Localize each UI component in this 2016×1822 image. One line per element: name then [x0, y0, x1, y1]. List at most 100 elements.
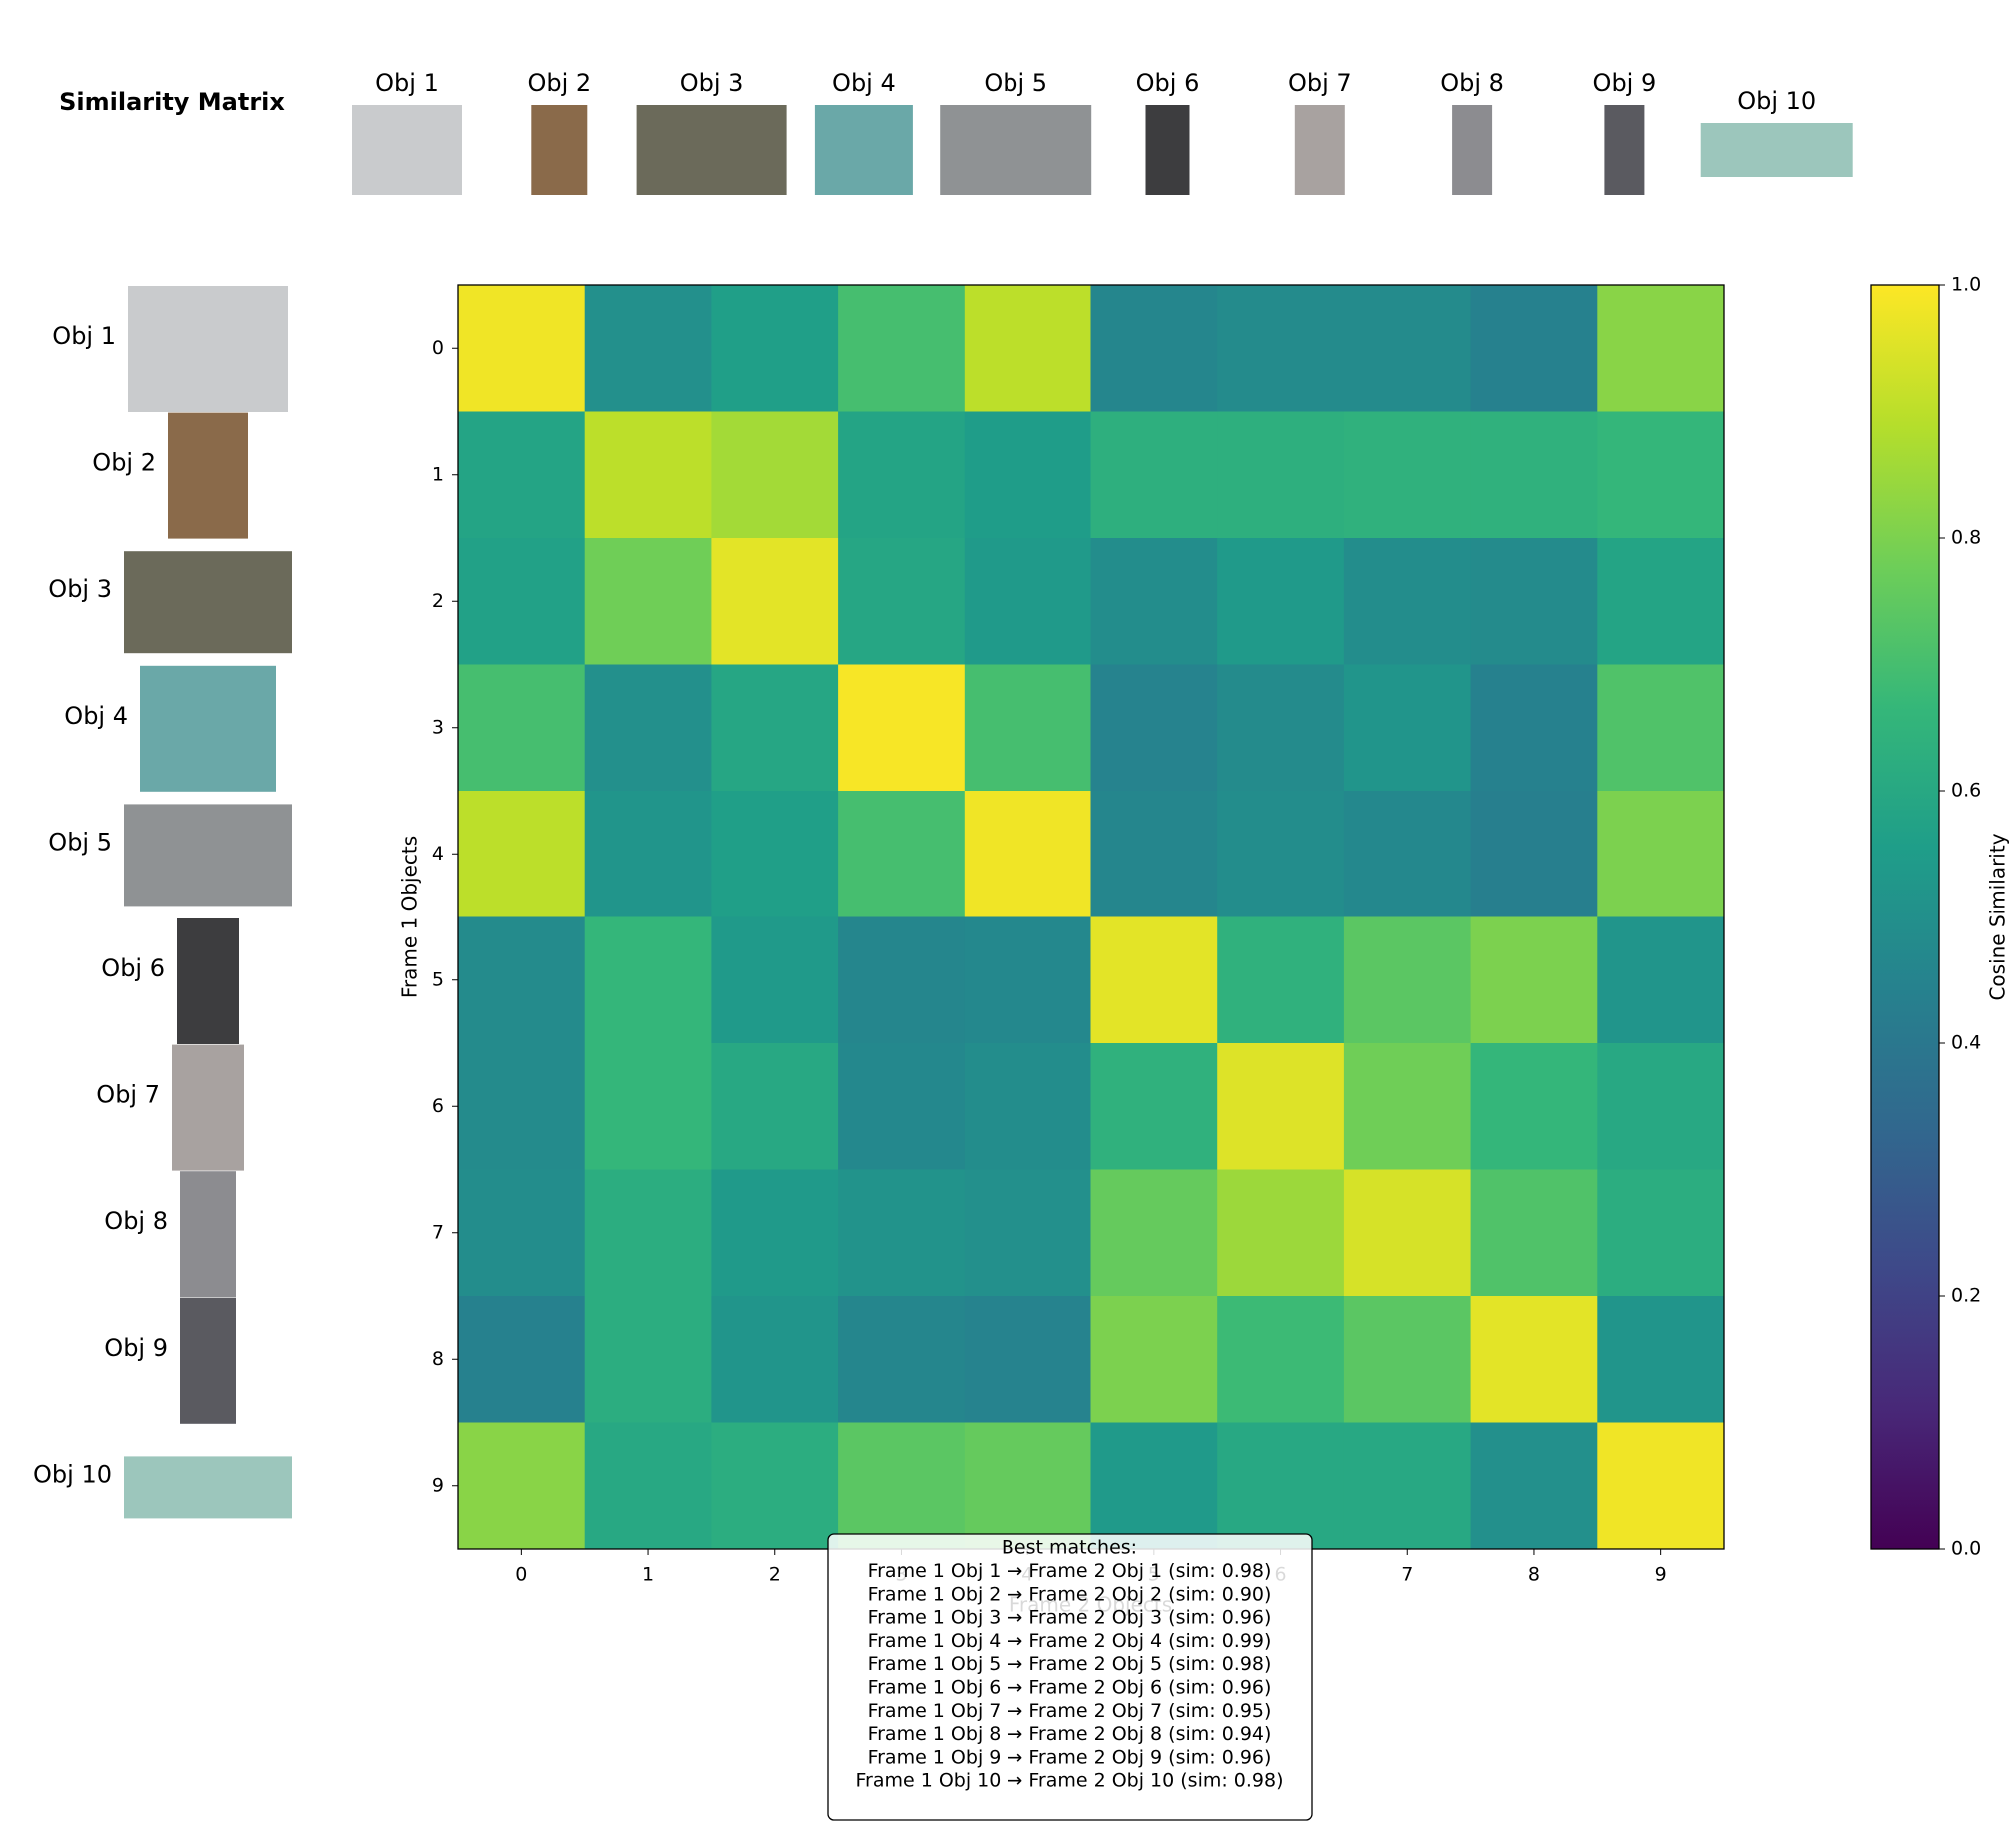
top-thumb-label: Obj 7 [1288, 69, 1352, 97]
y-tick-label: 3 [432, 716, 444, 738]
top-thumb-label: Obj 3 [680, 69, 744, 97]
colorbar-tick-label: 0.6 [1951, 780, 1981, 802]
colorbar-tick-label: 0.8 [1951, 527, 1981, 549]
colorbar-tick-label: 0.4 [1951, 1032, 1981, 1054]
top-thumbnail [1294, 105, 1345, 195]
heatmap-cell [1470, 1422, 1598, 1550]
top-thumbnail [1452, 105, 1493, 195]
heatmap-cell [1217, 916, 1345, 1044]
left-thumbnail [168, 412, 248, 539]
heatmap-cell [1343, 285, 1472, 412]
y-axis-label: Frame 1 Objects [398, 836, 422, 998]
best-match-line: Frame 1 Obj 4 → Frame 2 Obj 4 (sim: 0.99… [868, 1630, 1272, 1652]
heatmap-cell [711, 1422, 839, 1550]
top-thumb-label: Obj 8 [1440, 69, 1504, 97]
y-tick-label: 4 [432, 843, 444, 865]
top-thumbnail [814, 105, 913, 195]
heatmap-cell [1470, 1169, 1598, 1297]
heatmap-cell [964, 1043, 1091, 1170]
top-thumb-label: Obj 5 [984, 69, 1047, 97]
heatmap-cell [1343, 411, 1472, 539]
colorbar-tick-label: 0.2 [1951, 1285, 1981, 1307]
top-thumbnail [1700, 123, 1853, 177]
heatmap-cell [838, 411, 966, 539]
heatmap-cell [1343, 1169, 1472, 1297]
heatmap-cell [584, 285, 712, 412]
left-thumbnail [128, 286, 288, 412]
heatmap-cell [964, 285, 1091, 412]
top-thumb-label: Obj 10 [1737, 87, 1816, 115]
heatmap-cell [1343, 664, 1472, 792]
left-thumb-label: Obj 4 [64, 702, 128, 730]
heatmap-cell [1597, 538, 1725, 665]
top-thumbnail [352, 105, 462, 195]
top-thumb-label: Obj 6 [1136, 69, 1200, 97]
left-thumbnail [180, 1297, 236, 1424]
heatmap-cell [584, 1169, 712, 1297]
top-thumbnail [1145, 105, 1190, 195]
heatmap-cell [1217, 538, 1345, 665]
y-tick-label: 9 [432, 1474, 444, 1496]
best-match-line: Frame 1 Obj 10 → Frame 2 Obj 10 (sim: 0.… [855, 1770, 1283, 1792]
left-thumb-label: Obj 6 [101, 954, 165, 982]
heatmap-cell [458, 285, 586, 412]
heatmap-cell [584, 411, 712, 539]
left-thumb-label: Obj 3 [48, 575, 112, 603]
y-tick-label: 6 [432, 1095, 444, 1117]
heatmap-cell [584, 916, 712, 1044]
heatmap-cell [964, 1296, 1091, 1423]
best-match-line: Frame 1 Obj 2 → Frame 2 Obj 2 (sim: 0.90… [868, 1583, 1272, 1605]
heatmap-cell [1217, 791, 1345, 917]
left-thumb-label: Obj 10 [33, 1460, 112, 1488]
heatmap-cell [711, 1296, 839, 1423]
left-thumb-label: Obj 9 [104, 1334, 168, 1362]
heatmap-cell [1090, 791, 1218, 917]
heatmap-cell [711, 916, 839, 1044]
left-thumbnail [124, 804, 292, 907]
left-thumb-label: Obj 2 [92, 449, 156, 477]
left-thumbnail [177, 918, 239, 1044]
heatmap-cell [1090, 411, 1218, 539]
heatmap-cell [458, 411, 586, 539]
heatmap-cell [1470, 1296, 1598, 1423]
y-tick-label: 2 [432, 590, 444, 612]
heatmap-cell [964, 916, 1091, 1044]
heatmap-cell [964, 664, 1091, 792]
top-thumb-label: Obj 4 [832, 69, 896, 97]
heatmap-cell [1597, 1169, 1725, 1297]
best-matches-title: Best matches: [1002, 1537, 1137, 1559]
heatmap-cell [711, 285, 839, 412]
heatmap-cell [711, 791, 839, 917]
y-tick-label: 8 [432, 1348, 444, 1370]
best-match-line: Frame 1 Obj 3 → Frame 2 Obj 3 (sim: 0.96… [868, 1607, 1272, 1629]
heatmap-cell [1343, 916, 1472, 1044]
heatmap-cell [1343, 1043, 1472, 1170]
heatmap-cell [838, 285, 966, 412]
colorbar-label: Cosine Similarity [1986, 833, 2010, 1000]
heatmap-cell [964, 411, 1091, 539]
heatmap-cell [1470, 916, 1598, 1044]
colorbar-tick-label: 0.0 [1951, 1538, 1981, 1560]
top-thumb-label: Obj 2 [527, 69, 591, 97]
heatmap-cell [458, 538, 586, 665]
best-match-line: Frame 1 Obj 8 → Frame 2 Obj 8 (sim: 0.94… [868, 1723, 1272, 1745]
left-thumbnail [124, 1456, 292, 1519]
top-thumbnail [1604, 105, 1645, 195]
heatmap-cell [1597, 664, 1725, 792]
heatmap-cell [458, 791, 586, 917]
heatmap-cell [711, 538, 839, 665]
heatmap-cell [838, 538, 966, 665]
heatmap-cell [1470, 664, 1598, 792]
heatmap-cell [584, 1422, 712, 1550]
heatmap-cell [1470, 538, 1598, 665]
heatmap-cell [1217, 664, 1345, 792]
heatmap-cell [1090, 1422, 1218, 1550]
heatmap-cell [458, 1169, 586, 1297]
heatmap-cell [1597, 1296, 1725, 1423]
y-tick-label: 1 [432, 463, 444, 485]
heatmap-cell [1217, 1043, 1345, 1170]
heatmap-cell [1597, 285, 1725, 412]
x-tick-label: 8 [1528, 1564, 1540, 1586]
heatmap-cell [1090, 1296, 1218, 1423]
